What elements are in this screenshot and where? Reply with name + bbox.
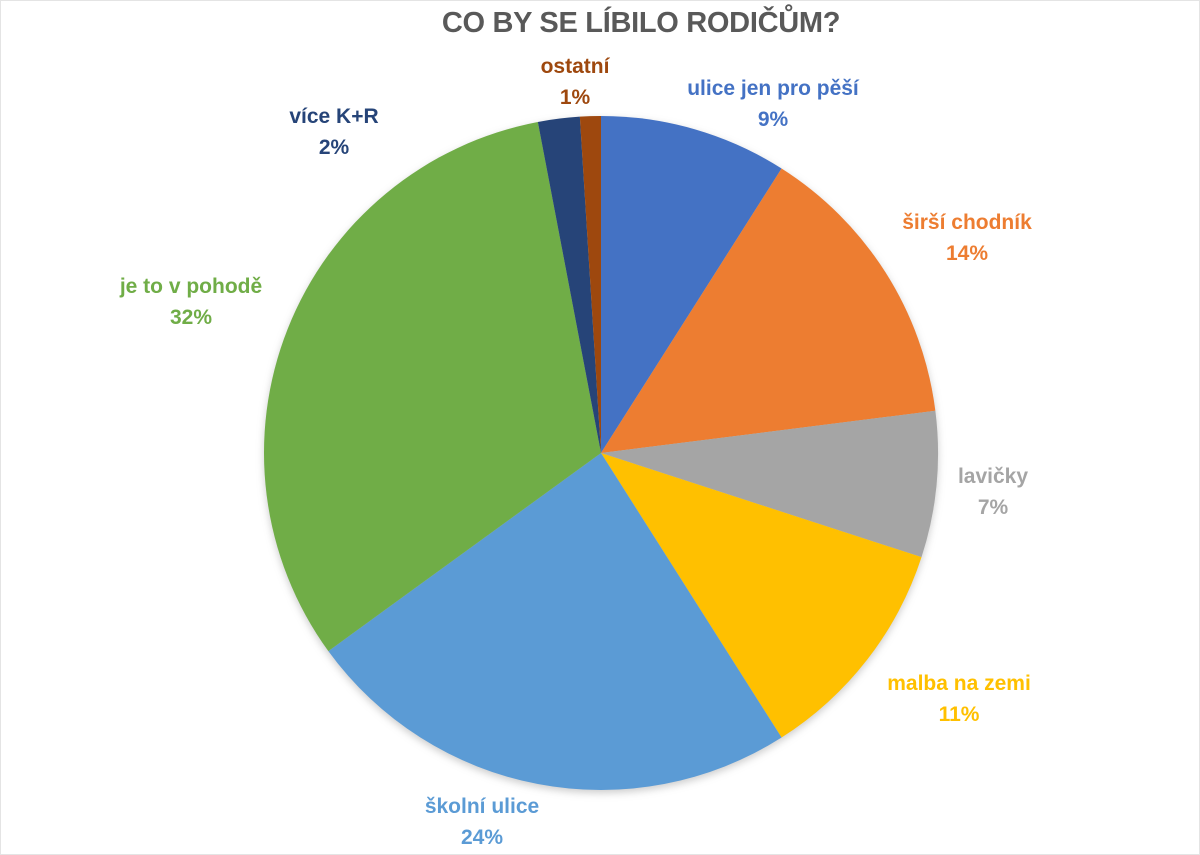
slice-name: širší chodník xyxy=(902,211,1032,234)
slice-label-ostatni: ostatní 1% xyxy=(541,51,610,113)
chart-title: CO BY SE LÍBILO RODIČŮM? xyxy=(441,7,841,39)
slice-percent: 32% xyxy=(169,306,213,329)
pie-slice-malba-na-zemi xyxy=(601,453,922,738)
slice-label-sirsi-chodnik: širší chodník 14% xyxy=(902,207,1032,269)
slice-name: lavičky xyxy=(957,465,1029,488)
pie-slice-ostatni xyxy=(579,116,601,453)
slice-percent: 14% xyxy=(945,242,989,265)
pie-slice-je-to-v-pohode xyxy=(263,121,601,652)
slice-percent: 7% xyxy=(977,496,1009,519)
slice-label-skolni-ulice: školní ulice 24% xyxy=(425,791,539,853)
slice-name: malba na zemi xyxy=(887,672,1031,695)
slice-label-vice-k-r: více K+R 2% xyxy=(289,101,378,163)
slice-percent: 9% xyxy=(757,108,789,131)
slice-name: školní ulice xyxy=(424,795,540,818)
slice-name: ulice jen pro pěší xyxy=(687,77,859,100)
slice-label-malba-na-zemi: malba na zemi 11% xyxy=(887,668,1031,730)
slice-label-je-to-v-pohode: je to v pohodě 32% xyxy=(120,271,262,333)
pie-slice-ulice-jen-pro-pesi xyxy=(601,116,782,453)
pie-slice-lavicky xyxy=(601,410,939,558)
slice-percent: 2% xyxy=(318,136,350,159)
pie-slice-sirsi-chodnik xyxy=(601,168,936,453)
slice-percent: 11% xyxy=(938,703,980,726)
pie-slice-skolni-ulice xyxy=(328,453,782,791)
slice-label-lavicky: lavičky 7% xyxy=(958,461,1028,523)
slice-label-ulice-jen-pro-pesi: ulice jen pro pěší 9% xyxy=(687,73,859,135)
slice-name: je to v pohodě xyxy=(119,275,263,298)
slice-percent: 1% xyxy=(559,86,591,109)
slice-name: více K+R xyxy=(289,105,379,128)
slice-name: ostatní xyxy=(540,55,610,78)
slice-percent: 24% xyxy=(460,826,504,849)
pie-slice-vice-k-r xyxy=(537,116,601,454)
